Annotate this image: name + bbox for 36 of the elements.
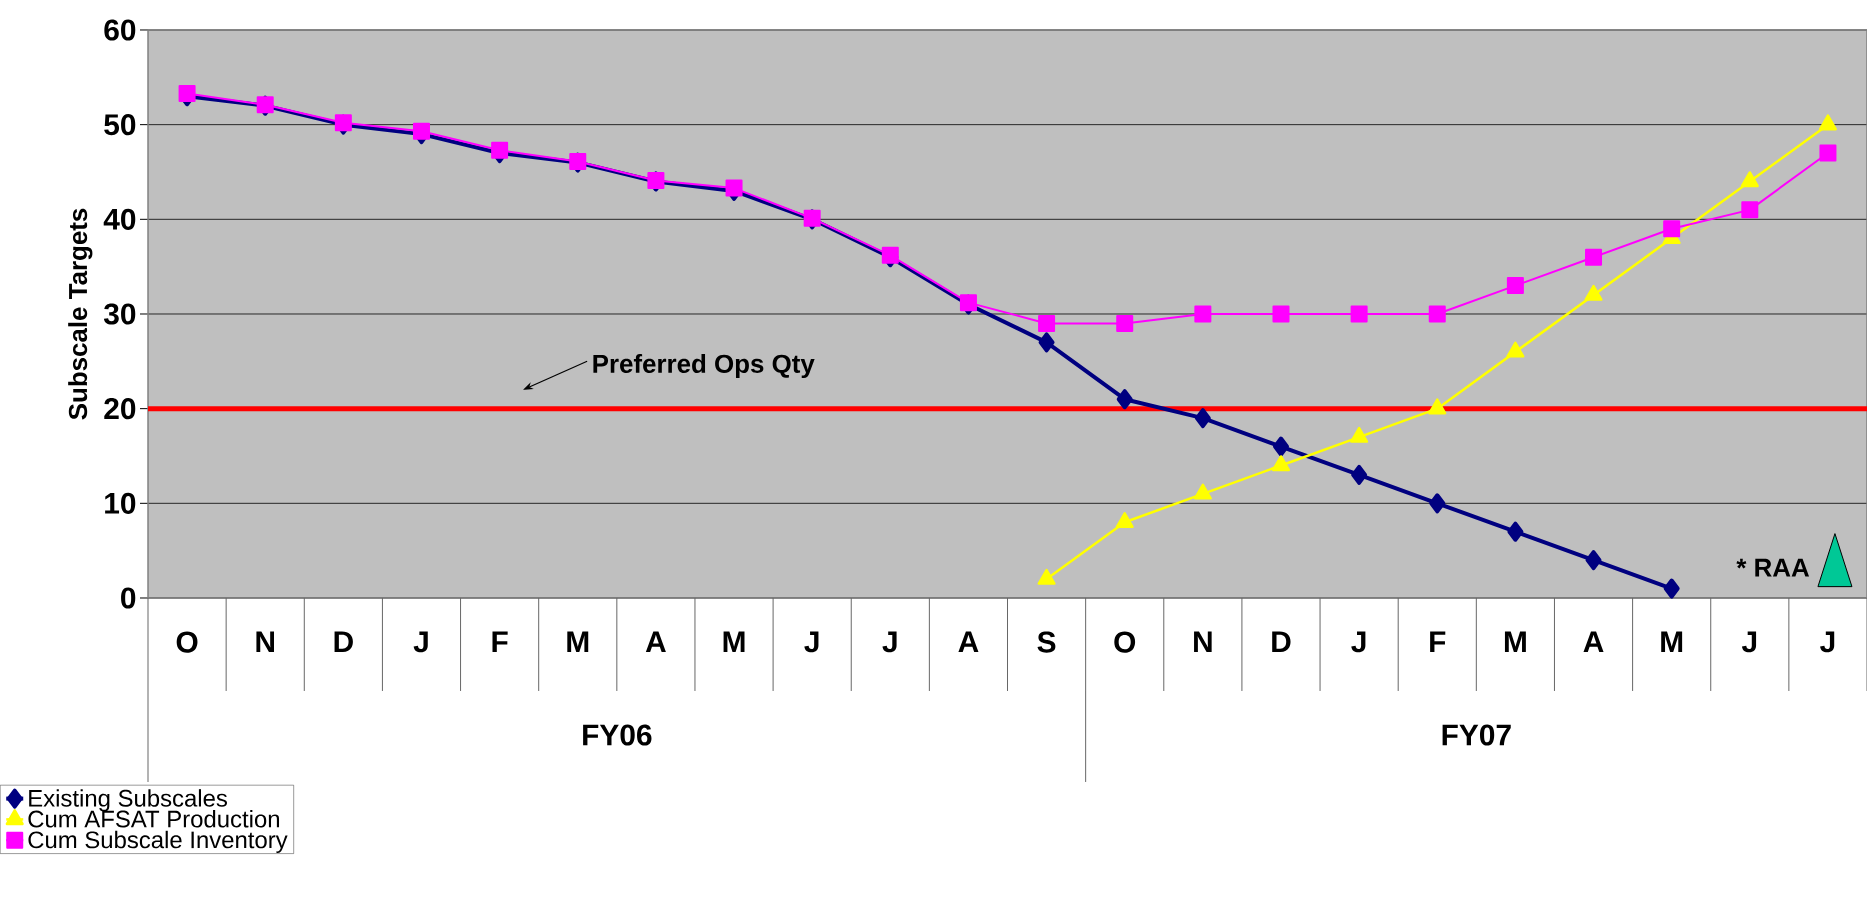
legend-label: Cum Subscale Inventory [28,830,288,854]
y-tick-label: 20 [104,398,136,420]
y-tick-label: 30 [103,303,136,325]
text: FY06 [583,724,652,746]
x-tick-label: S [1037,631,1056,653]
x-tick-label: M [567,631,589,653]
y-tick-label: 50 [104,114,136,136]
x-tick-label: A [1583,631,1604,653]
x-tick-label: D [1272,631,1291,653]
x-tick-label: M [723,631,745,653]
x-tick-label: N [1194,631,1212,653]
x-tick-label: F [492,631,508,653]
x-tick-label: M [1504,631,1526,653]
y-tick-label: 60 [104,19,136,41]
x-tick-label: O [176,631,198,653]
x-tick-label: J [1351,631,1366,653]
x-tick-label: J [804,631,819,653]
annotation: * RAA [1736,558,1810,577]
y-tick-label: 40 [103,208,136,230]
x-tick-label: J [882,631,897,653]
x-tick-label: M [1661,631,1683,653]
x-tick-label: F [1430,631,1446,653]
x-tick-label: N [256,631,275,653]
x-tick-label: D [334,631,353,653]
text: FY07 [1442,724,1511,746]
ref-line-label: Preferred Ops Qty [593,353,815,379]
legend-label: Cum AFSAT Production [28,809,280,828]
x-tick-label: J [413,631,428,653]
y-tick-label: 0 [121,587,136,609]
x-tick-label: J [1820,631,1835,653]
x-tick-label: J [1741,631,1757,653]
x-tick-label: A [958,631,979,653]
y-axis-title: Subscale Targets [68,208,93,420]
y-tick-label: 10 [105,492,136,514]
x-tick-label: A [645,631,666,653]
x-tick-label: O [1114,631,1136,653]
